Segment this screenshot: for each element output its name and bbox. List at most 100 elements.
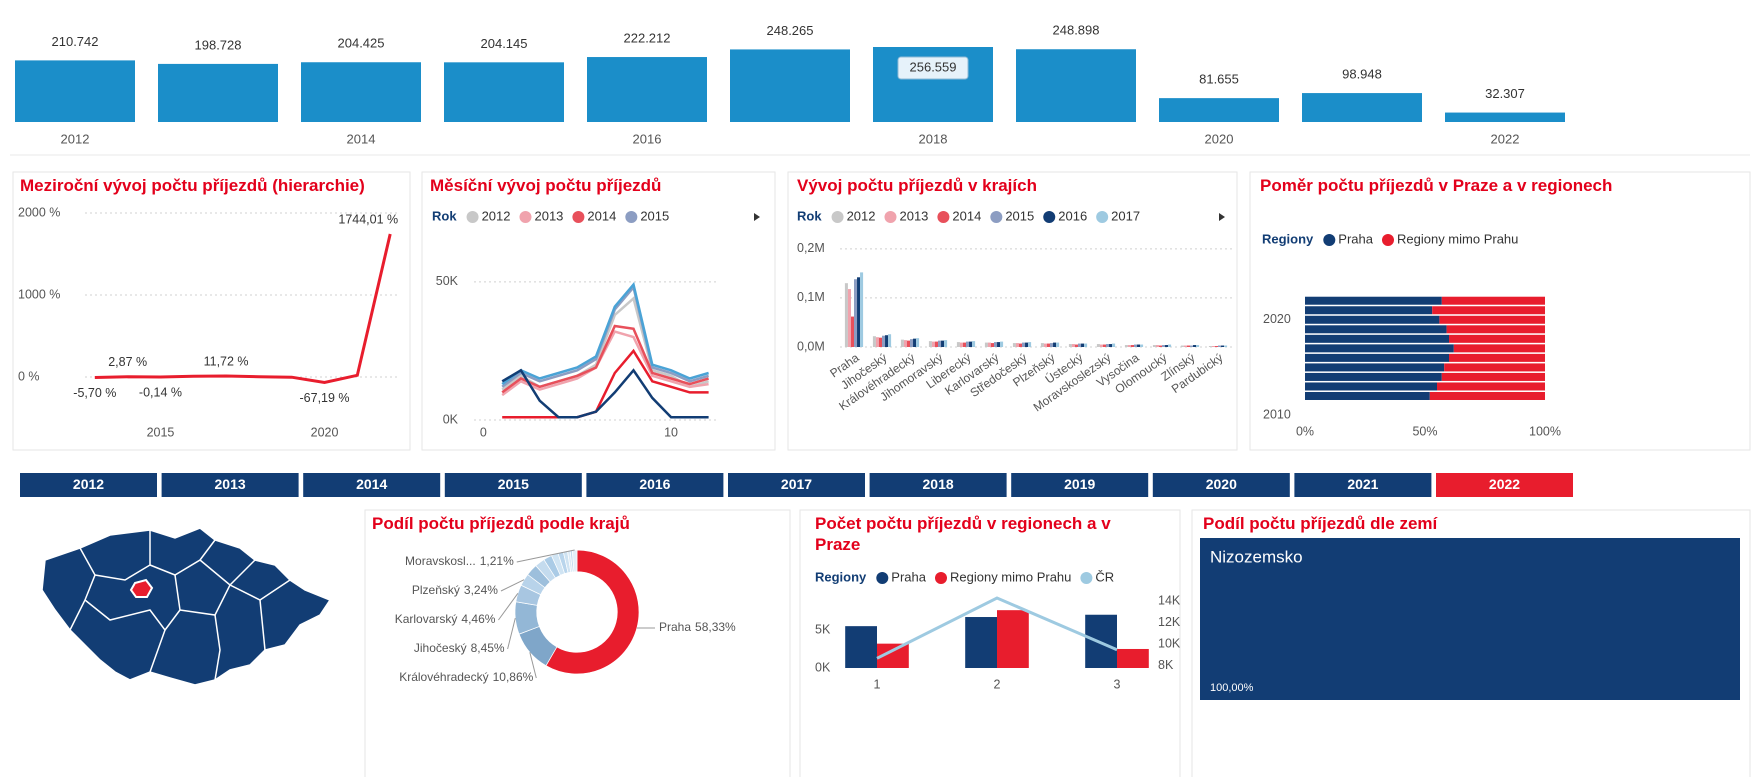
map-border [94, 530, 151, 581]
bar [1096, 344, 1100, 347]
bar [1127, 345, 1131, 347]
panel [421, 171, 776, 451]
value-label: -0,14 % [139, 385, 182, 399]
legend-label: 2015 [1005, 208, 1034, 223]
bar [938, 340, 942, 347]
slicer-label[interactable]: 2022 [1489, 476, 1520, 492]
bar [1180, 345, 1184, 347]
slicer-label[interactable]: 2012 [73, 476, 104, 492]
bar [1224, 345, 1228, 347]
x-tick-label: 2 [994, 677, 1001, 691]
slicer-label[interactable]: 2019 [1064, 476, 1095, 492]
bar [1028, 342, 1032, 347]
value-label: -5,70 % [73, 386, 116, 400]
slicer-button[interactable] [586, 473, 724, 497]
bar [1214, 346, 1218, 347]
x-tick-label: 2022 [1491, 131, 1520, 146]
bar [1074, 344, 1078, 347]
x-tick-label: 1 [874, 677, 881, 691]
slicer-button[interactable] [869, 473, 1007, 497]
value-label: 1744,01 % [338, 212, 398, 226]
slicer-button[interactable] [20, 473, 157, 497]
y-tick-label: 0,0M [797, 339, 825, 353]
bar [910, 339, 914, 347]
legend-label: Regiony mimo Prahu [1397, 231, 1518, 246]
legend-label: Regiony mimo Prahu [950, 569, 1071, 584]
bar-segment [1305, 382, 1437, 391]
slicer-label[interactable]: 2018 [923, 476, 954, 492]
legend-label: 2014 [952, 208, 981, 223]
leader-line [507, 618, 516, 650]
bar-segment [1305, 372, 1442, 381]
bar [913, 338, 917, 347]
map-border [259, 599, 266, 651]
legend-label: Praha [1338, 231, 1373, 246]
bar [1106, 344, 1110, 347]
bar [997, 610, 1029, 668]
legend-marker [625, 211, 638, 223]
slicer-label[interactable]: 2015 [498, 476, 529, 492]
bar [587, 57, 707, 122]
slicer-label[interactable]: 2014 [356, 476, 387, 492]
bar [1099, 344, 1103, 347]
leader-line [516, 549, 575, 563]
y-tick-label: 50K [436, 274, 459, 288]
slicer-button[interactable] [303, 473, 441, 497]
slicer-label[interactable]: 2021 [1347, 476, 1378, 492]
bar-segment [1305, 315, 1440, 324]
bar [1012, 343, 1016, 347]
slicer-button[interactable] [1294, 473, 1432, 497]
bar [1208, 346, 1212, 347]
legend-label: ČR [1095, 569, 1114, 584]
slicer-label[interactable]: 2017 [781, 476, 812, 492]
bar [956, 342, 960, 347]
legend-marker [876, 572, 889, 584]
y-tick-label: 0K [443, 412, 459, 426]
pie-label: Praha 58,33% [659, 620, 736, 634]
bar [1053, 342, 1057, 347]
slicer-button[interactable] [161, 473, 299, 497]
slicer-label[interactable]: 2013 [215, 476, 246, 492]
bar [1221, 345, 1225, 347]
value-label: 2,87 % [108, 355, 147, 369]
tooltip-box [897, 56, 969, 80]
pie-category: Karlovarský [395, 612, 458, 626]
slicer-button[interactable] [1152, 473, 1290, 497]
bar [1102, 344, 1106, 347]
value-label: 256.559 [910, 59, 957, 74]
x-tick-label: 100% [1529, 424, 1561, 438]
y-tick-label: 1000 % [18, 287, 60, 301]
bar-segment [1441, 372, 1545, 381]
pie-category: Královéhradecký [399, 670, 488, 684]
bar [966, 341, 970, 347]
slicer-label[interactable]: 2020 [1206, 476, 1237, 492]
legend-marker [1080, 572, 1093, 584]
slicer-label[interactable]: 2016 [639, 476, 670, 492]
legend-marker [1043, 211, 1056, 223]
legend-marker [572, 211, 585, 223]
bar [994, 342, 998, 347]
y-tick-label: 5K [815, 622, 831, 636]
value-label: 11,72 % [204, 354, 249, 368]
x-tick-label: 2015 [147, 425, 175, 439]
slicer-button[interactable] [1436, 473, 1573, 497]
value-label: 222.212 [624, 30, 671, 45]
legend-marker [519, 211, 532, 223]
map-praha [129, 578, 154, 598]
slicer-button[interactable] [444, 473, 582, 497]
bar [1183, 345, 1187, 347]
bar [969, 341, 973, 347]
slicer-button[interactable] [1011, 473, 1149, 497]
leader-line [529, 652, 537, 679]
slicer-button[interactable] [728, 473, 865, 497]
line [502, 348, 709, 419]
pie-value: 4,46% [461, 612, 495, 626]
bar [959, 342, 963, 347]
legend-arrow[interactable] [754, 213, 760, 221]
value-label: -67,19 % [300, 391, 350, 405]
bar-segment [1449, 353, 1545, 362]
y2-tick-label: 8K [1158, 658, 1174, 672]
legend-arrow[interactable] [1219, 213, 1225, 221]
bar [984, 342, 988, 347]
